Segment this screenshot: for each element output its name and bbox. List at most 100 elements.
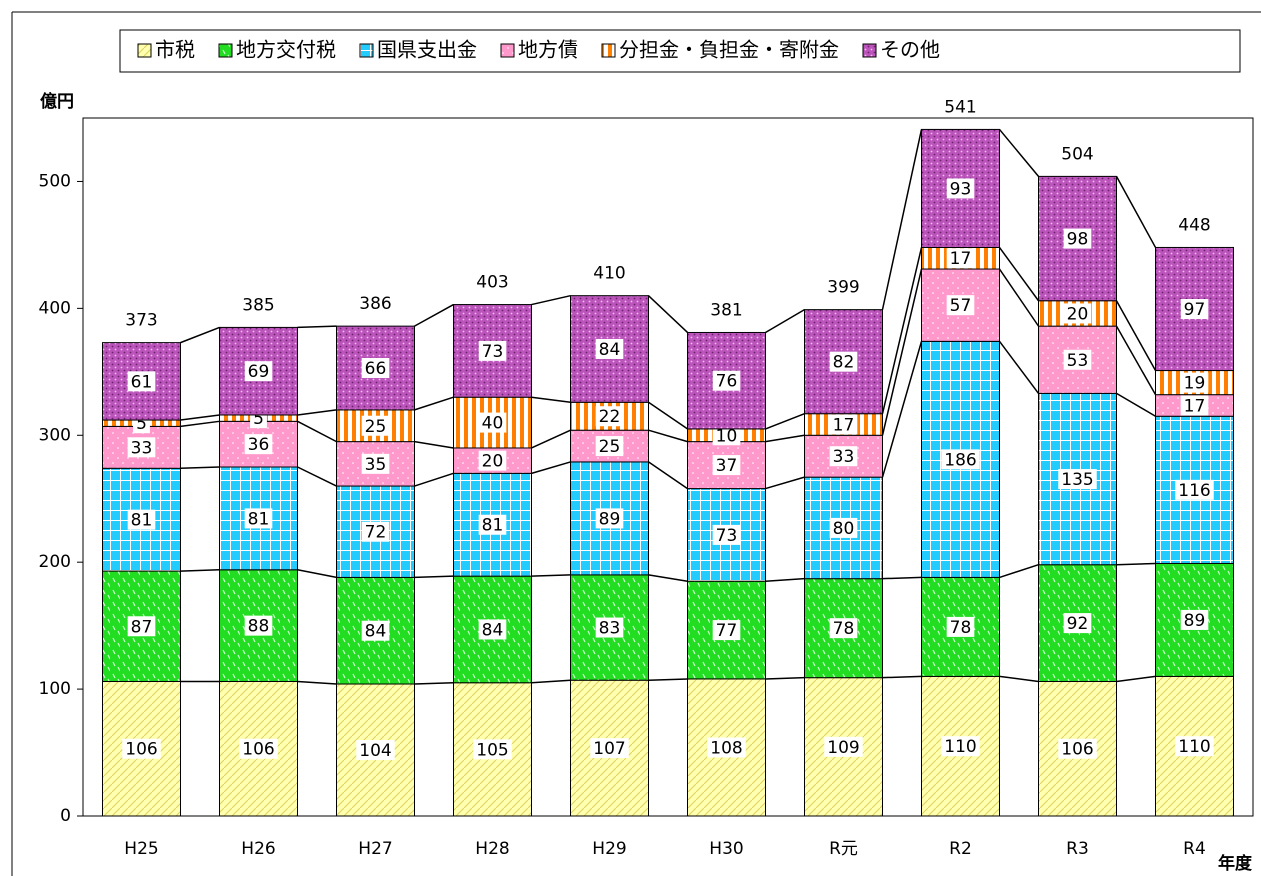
value-label: 17: [950, 249, 972, 269]
value-label: 93: [950, 179, 972, 199]
connector: [1116, 392, 1156, 417]
connector: [180, 414, 220, 421]
value-label: 109: [827, 738, 859, 758]
label-box: [361, 620, 390, 641]
label-box: [478, 412, 507, 433]
x-tick-label: R3: [1066, 839, 1089, 859]
value-label: 69: [248, 362, 270, 382]
connector: [414, 440, 454, 449]
legend-label: 国県支出金: [377, 38, 477, 62]
label-box: [946, 616, 975, 637]
label-box: [946, 295, 975, 316]
label-box: [478, 514, 507, 535]
value-label: 98: [1067, 230, 1089, 250]
total-label: 386: [359, 294, 391, 314]
value-label: 40: [482, 414, 504, 434]
connector: [998, 128, 1040, 177]
value-label: 33: [833, 447, 855, 467]
legend-label: 分担金・負担金・寄附金: [619, 38, 839, 62]
connector: [531, 429, 571, 449]
value-label: 36: [248, 435, 270, 455]
label-box: [1175, 479, 1214, 500]
label-box: [595, 617, 624, 638]
legend-label: 地方交付税: [236, 38, 336, 62]
y-tick-label: 300: [39, 425, 71, 445]
label-box: [1180, 609, 1209, 630]
connector: [1115, 325, 1157, 396]
label-box: [946, 178, 975, 199]
connector: [648, 461, 688, 490]
value-label: 57: [950, 296, 972, 316]
y-tick-label: 0: [60, 806, 71, 826]
value-label: 20: [1067, 304, 1089, 324]
legend-swatch: [500, 43, 515, 58]
value-label: 116: [1178, 481, 1210, 501]
label-box: [941, 449, 980, 470]
value-label: 106: [242, 740, 274, 760]
label-box: [127, 437, 156, 458]
label-box: [829, 517, 858, 538]
connector: [1116, 675, 1156, 683]
value-label: 89: [1184, 611, 1206, 631]
value-label: 25: [599, 437, 621, 457]
label-box: [356, 740, 395, 761]
value-label: 17: [1184, 396, 1206, 416]
value-label: 89: [599, 509, 621, 529]
connector: [765, 676, 805, 680]
x-tick-label: H28: [475, 839, 509, 859]
connector: [414, 575, 454, 579]
x-tick-label: H27: [358, 839, 392, 859]
connector: [531, 461, 571, 475]
y-tick-label: 200: [39, 552, 71, 572]
value-label: 97: [1184, 300, 1206, 320]
value-label: 87: [131, 617, 153, 637]
value-label: 19: [1184, 374, 1206, 394]
value-label: 110: [1178, 737, 1210, 757]
total-label: 373: [125, 311, 157, 331]
value-label: 73: [482, 342, 504, 362]
value-label: 35: [365, 455, 387, 475]
value-label: 78: [833, 619, 855, 639]
connector: [881, 268, 923, 436]
legend-swatch: [862, 43, 877, 58]
label-box: [712, 425, 741, 446]
x-tick-label: H29: [592, 839, 626, 859]
connector: [531, 294, 571, 306]
label-box: [1058, 738, 1097, 759]
label-box: [361, 358, 390, 379]
label-box: [478, 619, 507, 640]
value-label: 83: [599, 619, 621, 639]
value-label: 106: [1061, 740, 1093, 760]
connector: [180, 420, 220, 428]
value-label: 22: [599, 407, 621, 427]
value-label: 33: [131, 438, 153, 458]
label-box: [1180, 372, 1209, 393]
connector: [998, 340, 1040, 394]
connector: [648, 429, 688, 443]
label-box: [361, 453, 390, 474]
bar-segment: [453, 396, 532, 449]
value-label: 25: [365, 417, 387, 437]
label-box: [707, 737, 746, 758]
total-label: 410: [593, 264, 625, 284]
value-label: 107: [593, 739, 625, 759]
y-axis-label: 億円: [40, 91, 74, 112]
label-box: [829, 446, 858, 467]
label-box: [127, 371, 156, 392]
total-label: 448: [1178, 215, 1210, 235]
connector: [881, 129, 923, 310]
label-box: [361, 415, 390, 436]
connector: [882, 576, 922, 580]
value-label: 110: [944, 737, 976, 757]
y-tick-label: 100: [39, 679, 71, 699]
value-label: 5: [136, 414, 147, 434]
connector: [297, 680, 337, 685]
value-label: 84: [365, 622, 387, 642]
legend-swatch: [359, 43, 374, 58]
connector: [297, 325, 337, 329]
value-label: 77: [716, 621, 738, 641]
legend-swatch: [137, 43, 152, 58]
label-box: [473, 739, 512, 760]
connector: [765, 476, 805, 490]
legend-label: その他: [880, 38, 940, 62]
